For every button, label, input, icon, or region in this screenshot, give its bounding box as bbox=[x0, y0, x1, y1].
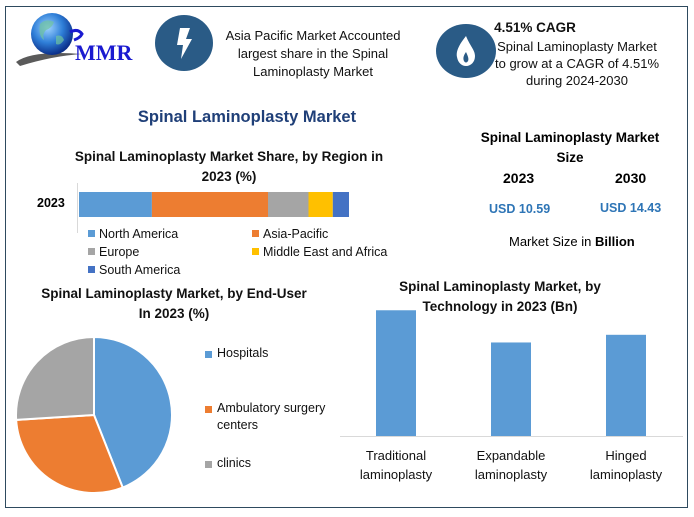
technology-x-label-traditional-laminoplasty: Traditional laminoplasty bbox=[336, 446, 456, 484]
pie-legend-item-hospitals: Hospitals bbox=[205, 345, 340, 362]
pie-slice-hospitals bbox=[93, 335, 173, 489]
market-size-note-text: Market Size in bbox=[509, 234, 595, 249]
globe-logo-icon: MMR bbox=[16, 13, 134, 66]
infographic-frame bbox=[5, 6, 688, 508]
market-size-title: Spinal Laminoplasty Market Size bbox=[480, 130, 660, 165]
region-legend-item-south-america: South America bbox=[88, 263, 180, 277]
main-title: Spinal Laminoplasty Market bbox=[137, 108, 357, 126]
technology-bar-traditional-laminoplasty bbox=[376, 310, 416, 436]
market-size-value-2023: USD 10.59 bbox=[489, 202, 551, 216]
legend-label: South America bbox=[99, 263, 181, 277]
flame-badge bbox=[436, 24, 496, 78]
region-bar-segment-middle-east-and-africa bbox=[308, 192, 333, 217]
market-size-year-2023: 2023 bbox=[503, 170, 535, 186]
lightning-icon bbox=[177, 28, 192, 59]
technology-bar-hinged-laminoplasty bbox=[606, 334, 646, 436]
technology-bar-expandable-laminoplasty bbox=[491, 342, 531, 436]
legend-label: Asia-Pacific bbox=[263, 227, 329, 241]
legend-swatch bbox=[252, 248, 259, 256]
region-legend-item-middle-east-and-africa: Middle East and Africa bbox=[252, 245, 387, 259]
region-legend-item-north-america: North America bbox=[88, 227, 178, 241]
legend-label: Hospitals bbox=[217, 346, 269, 360]
region-axis-line bbox=[77, 183, 78, 233]
region-category-label: 2023 bbox=[37, 196, 65, 210]
legend-label: Ambulatory surgery centers bbox=[217, 401, 326, 432]
region-stacked-bar bbox=[79, 192, 349, 217]
x-label-line: laminoplasty bbox=[589, 467, 663, 482]
legend-label: Europe bbox=[99, 245, 140, 259]
technology-chart-title: Spinal Laminoplasty Market, by Technolog… bbox=[399, 279, 601, 314]
legend-swatch bbox=[88, 230, 95, 238]
flame-icon bbox=[456, 36, 475, 66]
market-size-note: Market Size in Billion bbox=[509, 234, 635, 249]
mmr-logo: MMR bbox=[12, 10, 142, 70]
legend-swatch bbox=[205, 351, 212, 358]
x-label-line: laminoplasty bbox=[474, 467, 548, 482]
cagr-title: 4.51% CAGR bbox=[494, 20, 576, 35]
x-label-line: laminoplasty bbox=[359, 467, 433, 482]
region-bar-segment-north-america bbox=[79, 192, 152, 217]
market-size-note-unit: Billion bbox=[594, 234, 635, 249]
region-legend-item-europe: Europe bbox=[88, 245, 139, 259]
legend-label: clinics bbox=[217, 456, 252, 470]
region-bar-segment-asia-pacific bbox=[151, 192, 268, 217]
x-label-line: Hinged bbox=[605, 448, 647, 463]
logo-text: MMR bbox=[75, 40, 134, 65]
technology-x-label-expandable-laminoplasty: Expandable laminoplasty bbox=[451, 446, 571, 484]
legend-swatch bbox=[205, 406, 212, 413]
legend-swatch bbox=[205, 461, 212, 468]
legend-label: North America bbox=[99, 227, 179, 241]
enduser-pie-chart bbox=[15, 335, 173, 494]
cagr-description: Spinal Laminoplasty Market to grow at a … bbox=[494, 39, 660, 88]
x-label-line: Traditional bbox=[365, 448, 427, 463]
enduser-chart-title: Spinal Laminoplasty Market, by End-User … bbox=[41, 286, 307, 321]
lightning-badge bbox=[155, 15, 213, 71]
pie-legend-item-clinics: clinics bbox=[205, 455, 340, 472]
legend-swatch bbox=[88, 248, 95, 256]
region-chart-title: Spinal Laminoplasty Market Share, by Reg… bbox=[74, 149, 384, 184]
asia-pacific-callout: Asia Pacific Market Accounted largest sh… bbox=[225, 28, 401, 79]
technology-x-label-hinged-laminoplasty: Hinged laminoplasty bbox=[566, 446, 686, 484]
pie-slice-clinics bbox=[15, 335, 95, 421]
region-bar-segment-south-america bbox=[332, 192, 349, 217]
pie-slice-ambulatory-surgery-centers bbox=[15, 413, 125, 494]
region-bar-segment-europe bbox=[268, 192, 309, 217]
x-label-line: Expandable bbox=[476, 448, 546, 463]
region-legend-item-asia-pacific: Asia-Pacific bbox=[252, 227, 328, 241]
legend-label: Middle East and Africa bbox=[263, 245, 388, 259]
legend-swatch bbox=[252, 230, 259, 238]
market-size-value-2030: USD 14.43 bbox=[600, 201, 662, 215]
technology-bar-chart bbox=[340, 310, 683, 437]
market-size-year-2030: 2030 bbox=[615, 170, 647, 186]
legend-swatch bbox=[88, 266, 95, 274]
pie-legend-item-ambulatory-surgery-centers: Ambulatory surgery centers bbox=[205, 400, 340, 434]
